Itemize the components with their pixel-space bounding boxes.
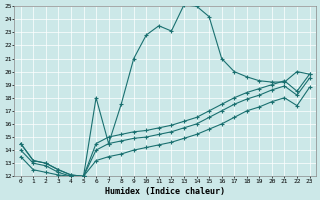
X-axis label: Humidex (Indice chaleur): Humidex (Indice chaleur) <box>105 187 225 196</box>
